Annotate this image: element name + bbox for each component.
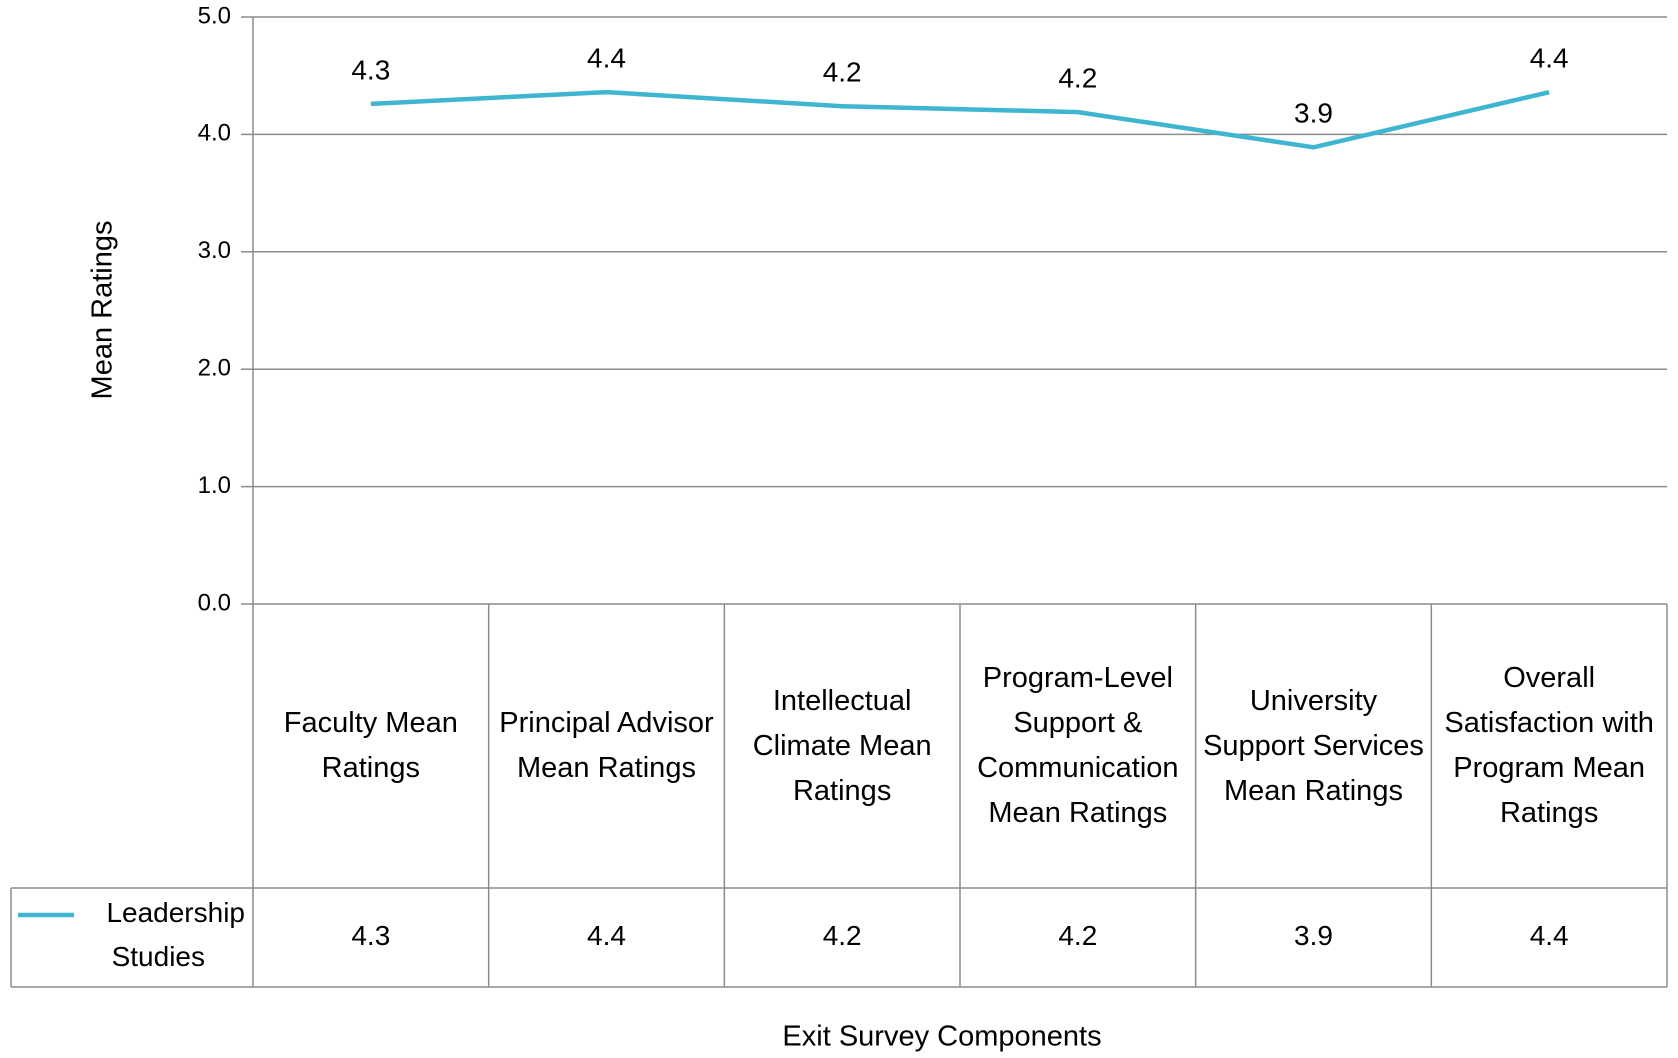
x-tick-label: University Support Services Mean Ratings [1203, 684, 1424, 807]
x-tick-label: Overall Satisfaction with Program Mean R… [1444, 662, 1654, 829]
table-value: 4.3 [351, 920, 390, 951]
legend-label-line: Leadership [106, 897, 245, 928]
y-tick-label: 1.0 [198, 472, 231, 499]
data-label: 4.2 [823, 57, 862, 88]
x-tick-label: Faculty Mean Ratings [283, 707, 458, 784]
table-value: 4.4 [1530, 920, 1569, 951]
data-label: 4.2 [1058, 62, 1097, 93]
data-label: 4.4 [587, 43, 626, 74]
legend-label: Leadership Studies [106, 897, 245, 972]
data-label: 3.9 [1294, 98, 1333, 129]
table-value: 4.2 [823, 920, 862, 951]
x-tick-label: Principal Advisor Mean Ratings [499, 707, 714, 784]
y-tick-label: 5.0 [198, 2, 231, 29]
series-line [370, 89, 1550, 150]
table-value: 4.2 [1058, 920, 1097, 951]
table-value: 3.9 [1294, 920, 1333, 951]
y-tick-label: 0.0 [198, 589, 231, 616]
data-label: 4.3 [351, 54, 390, 85]
x-axis-title: Exit Survey Components [782, 1021, 1101, 1053]
legend-label-line: Studies [112, 941, 205, 972]
table-value: 4.4 [587, 920, 626, 951]
y-axis-title: Mean Ratings [87, 221, 119, 400]
y-tick-label: 4.0 [198, 120, 231, 147]
y-tick-label: 2.0 [198, 355, 231, 382]
x-tick-label: Intellectual Climate Mean Ratings [752, 684, 932, 807]
x-tick-label: Program-Level Support & Communication Me… [977, 662, 1179, 829]
y-tick-label: 3.0 [198, 237, 231, 264]
data-label: 4.4 [1530, 43, 1569, 74]
